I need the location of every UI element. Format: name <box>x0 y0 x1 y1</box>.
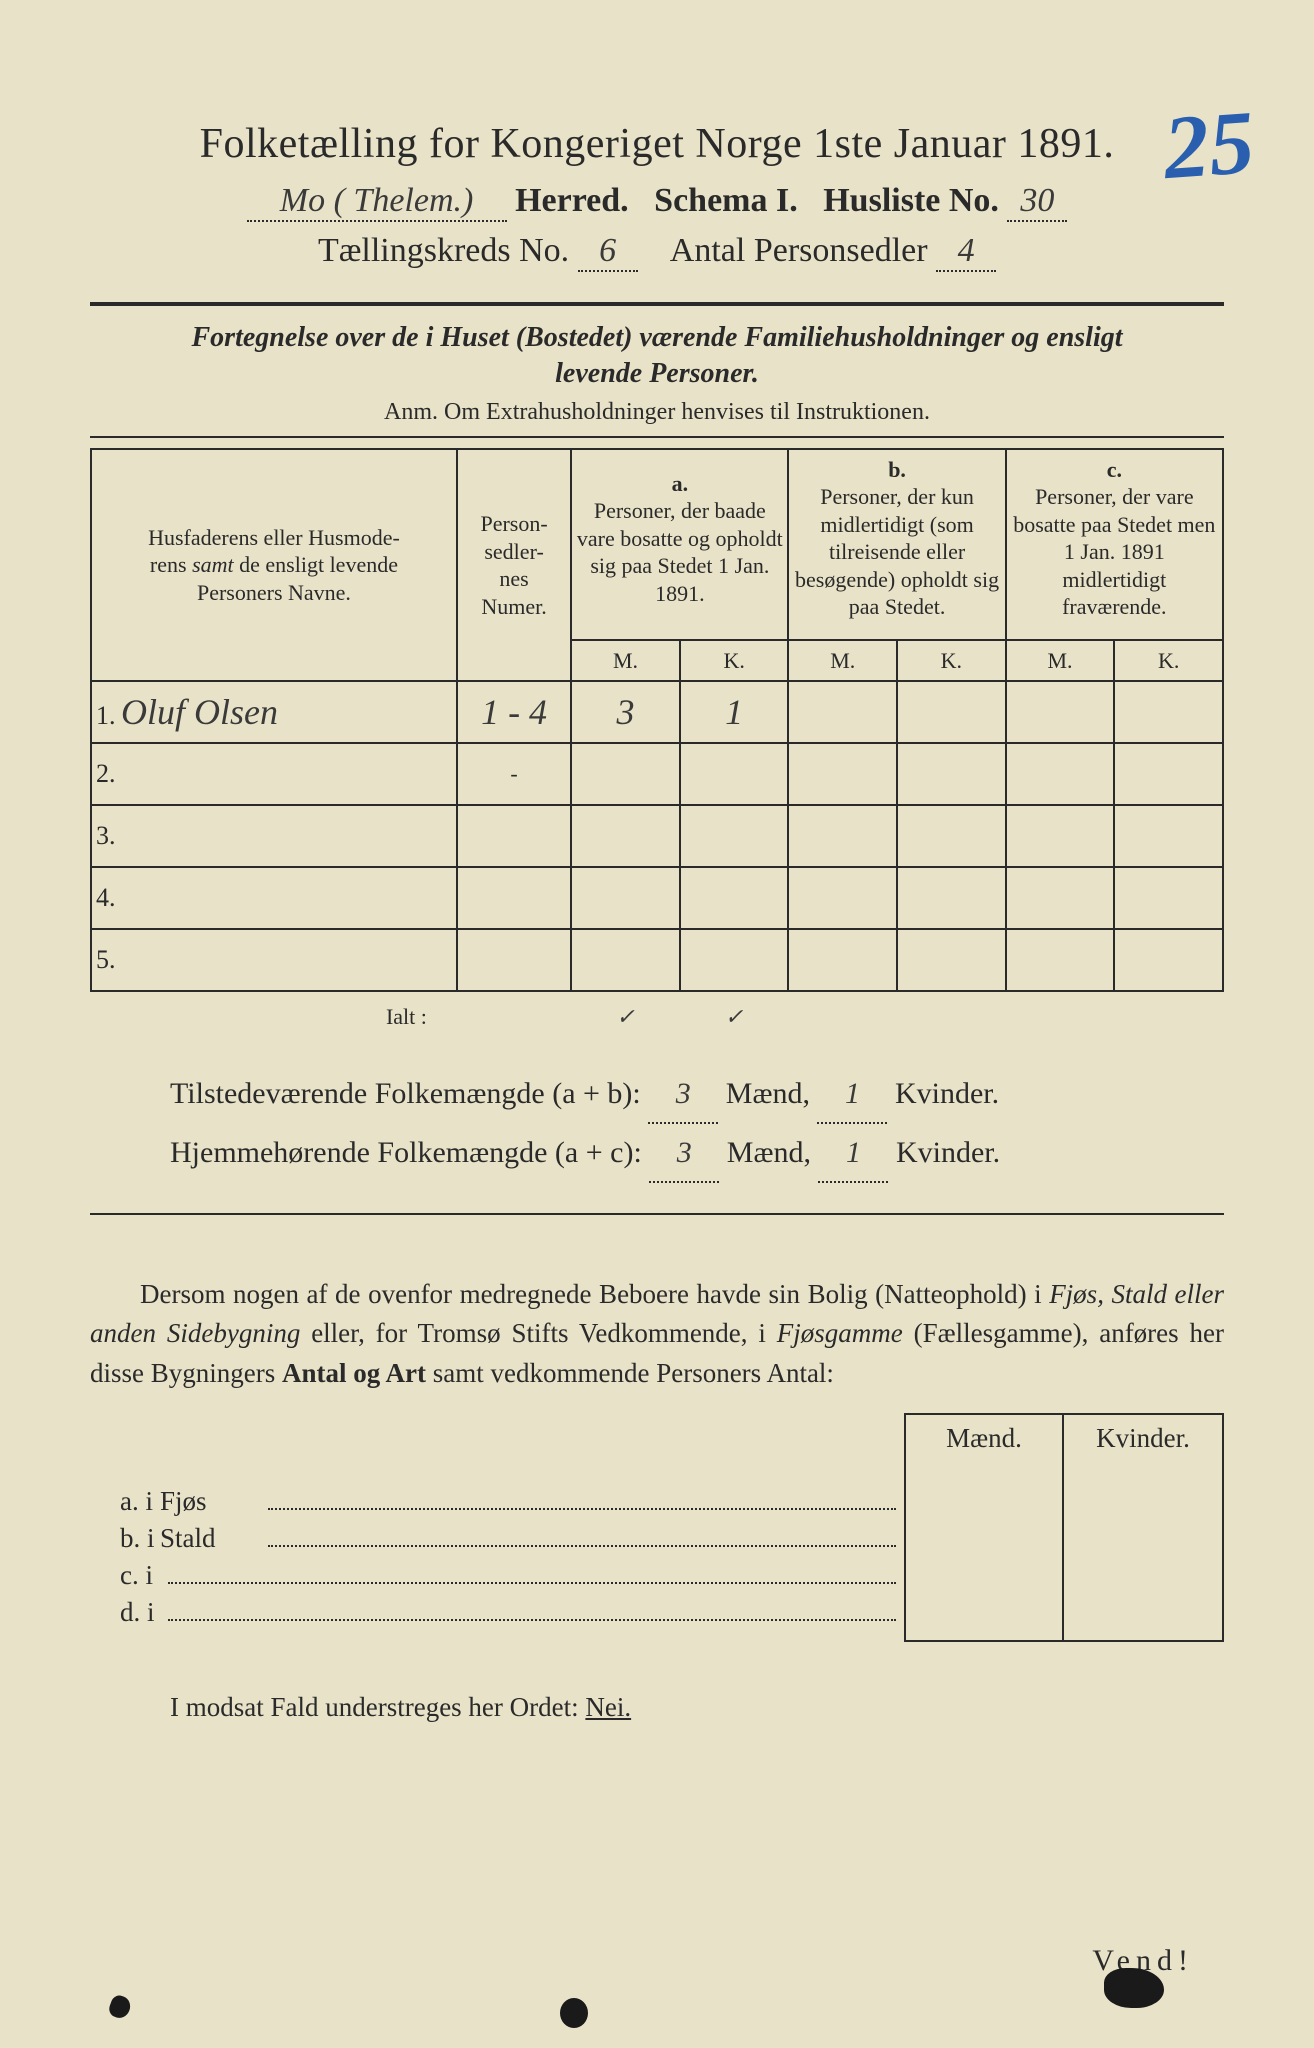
totals-line-1: Tilstedeværende Folkemængde (a + b): 3 M… <box>170 1065 1224 1124</box>
col-name-header: Husfaderens eller Husmode-rens samt de e… <box>91 449 457 682</box>
description-line1: Fortegnelse over de i Huset (Bostedet) v… <box>90 320 1224 393</box>
census-form-page: 25 Folketælling for Kongeriget Norge 1st… <box>0 0 1314 2048</box>
sublist-body: a. i Fjøs b. i Stald c. i d. i <box>90 1462 1224 1642</box>
table-row: 5. <box>91 929 1223 991</box>
col-b-head: b. Personer, der kun midlertidigt (som t… <box>788 449 1005 627</box>
ink-blot <box>1104 1968 1164 2008</box>
mk-header: K. <box>897 640 1006 682</box>
totals-block: Tilstedeværende Folkemængde (a + b): 3 M… <box>90 1065 1224 1183</box>
mk-subhead: Mænd. Kvinder. <box>90 1413 1224 1462</box>
household-table: Husfaderens eller Husmode-rens samt de e… <box>90 448 1224 1042</box>
mk-header: M. <box>571 640 680 682</box>
husliste-label: Husliste No. <box>823 182 999 219</box>
divider <box>90 302 1224 306</box>
table-row: 3. <box>91 805 1223 867</box>
maend-header: Mænd. <box>904 1413 1064 1462</box>
kreds-label: Tællingskreds No. <box>318 232 569 269</box>
anm-note: Anm. Om Extrahusholdninger henvises til … <box>90 399 1224 426</box>
col-num-header: Person-sedler-nesNumer. <box>457 449 571 682</box>
husliste-no: 30 <box>1007 182 1067 222</box>
herred-label: Herred. <box>515 182 629 219</box>
name-hw: Oluf Olsen <box>121 692 278 732</box>
ink-blot <box>107 1993 133 2021</box>
kreds-no: 6 <box>578 232 638 272</box>
header-line-3: Tællingskreds No. 6 Antal Personsedler 4 <box>90 232 1224 272</box>
col-c-head: c. Personer, der vare bosatte paa Stedet… <box>1006 449 1223 627</box>
sublist-row: c. i <box>90 1560 904 1591</box>
mk-header: M. <box>1006 640 1115 682</box>
main-title: Folketælling for Kongeriget Norge 1ste J… <box>90 120 1224 168</box>
table-row: 4. <box>91 867 1223 929</box>
table-row: 1. Oluf Olsen 1 - 4 3 1 <box>91 681 1223 743</box>
schema-label: Schema I. <box>654 182 798 219</box>
footer-modsat: I modsat Fald understreges her Ordet: Ne… <box>90 1692 1224 1723</box>
table-row: 2. - <box>91 743 1223 805</box>
corner-number: 25 <box>1162 107 1257 185</box>
building-paragraph: Dersom nogen af de ovenfor medregnede Be… <box>90 1275 1224 1392</box>
antal-no: 4 <box>936 232 996 272</box>
sublist-row: d. i <box>90 1597 904 1628</box>
divider-thin <box>90 436 1224 438</box>
herred-handwritten: Mo ( Thelem.) <box>247 182 507 222</box>
sublist-row: b. i Stald <box>90 1523 904 1554</box>
mk-header: M. <box>788 640 897 682</box>
mk-header: K. <box>680 640 789 682</box>
sublist-row: a. i Fjøs <box>90 1486 904 1517</box>
mk-header: K. <box>1114 640 1223 682</box>
totals-line-2: Hjemmehørende Folkemængde (a + c): 3 Mæn… <box>170 1124 1224 1183</box>
maend-cell <box>904 1462 1064 1642</box>
kvinder-header: Kvinder. <box>1064 1413 1224 1462</box>
col-a-head: a. Personer, der baade vare bosatte og o… <box>571 449 788 627</box>
ink-blot <box>560 1998 588 2028</box>
header-line-2: Mo ( Thelem.) Herred. Schema I. Husliste… <box>90 182 1224 222</box>
kvinder-cell <box>1064 1462 1224 1642</box>
antal-label: Antal Personsedler <box>670 232 928 269</box>
ialt-row: Ialt : ✓ ✓ <box>91 991 1223 1041</box>
divider-thin <box>90 1213 1224 1215</box>
